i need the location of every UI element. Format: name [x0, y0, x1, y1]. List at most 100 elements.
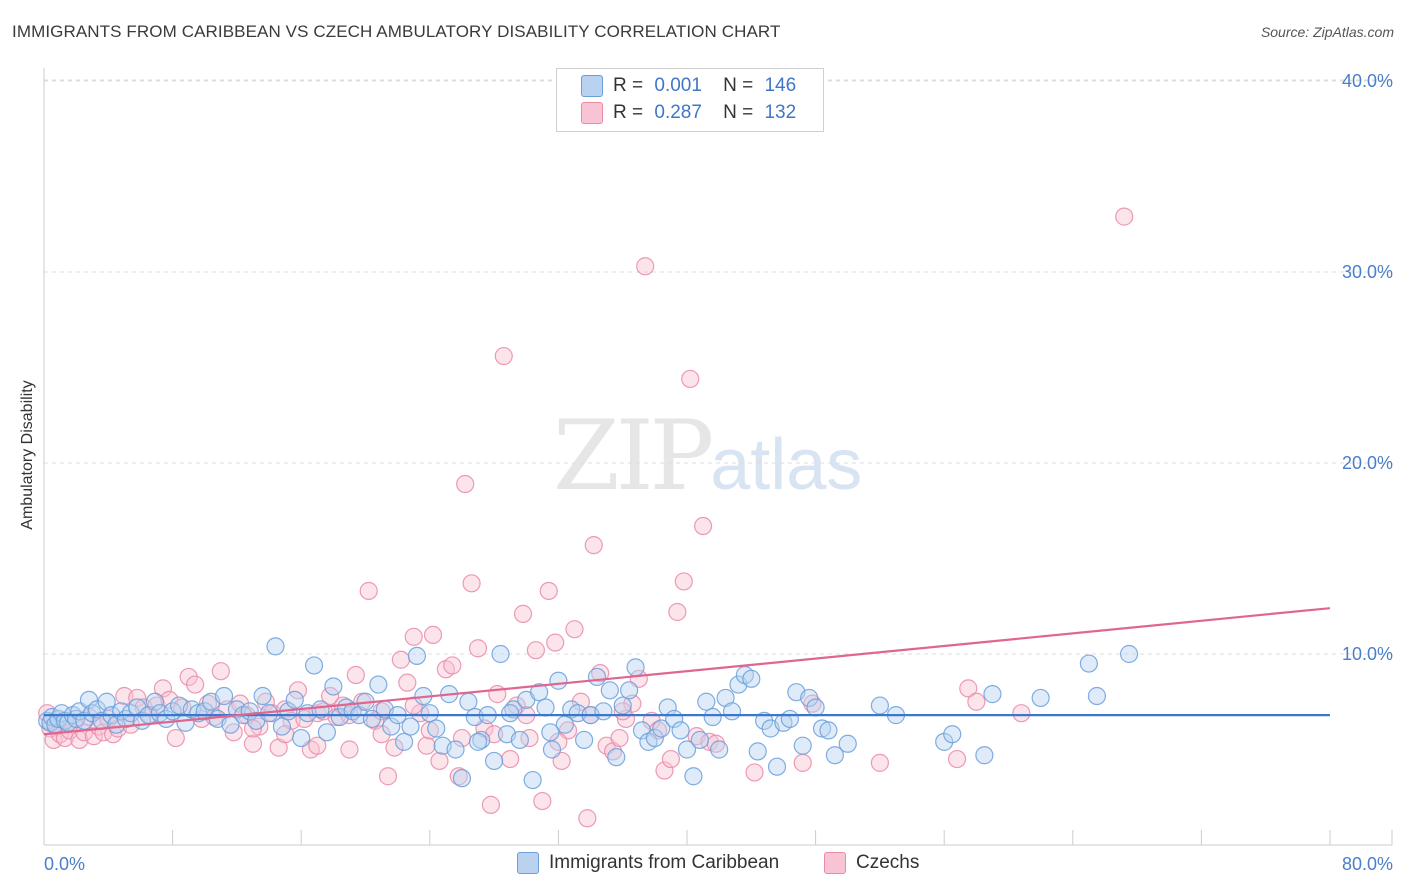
y-tick-label: 10.0% [1342, 644, 1393, 664]
point-caribbean [530, 683, 549, 702]
point-caribbean [975, 746, 994, 765]
legend-n-label: N = [723, 75, 754, 97]
point-czech [372, 725, 391, 744]
point-caribbean [983, 685, 1002, 704]
point-caribbean [317, 723, 337, 742]
point-caribbean [755, 711, 774, 730]
bottom-legend-caribbean[interactable]: Immigrants from Caribbean [517, 852, 779, 874]
point-czech [166, 728, 185, 748]
point-caribbean [266, 637, 285, 656]
point-caribbean [838, 734, 857, 753]
point-czech [745, 763, 764, 782]
point-caribbean [145, 692, 165, 711]
chart-title: IMMIGRANTS FROM CARIBBEAN VS CZECH AMBUL… [12, 22, 781, 41]
point-czech [636, 257, 655, 276]
point-czech [443, 656, 462, 675]
point-czech [321, 686, 340, 706]
legend-row-czech: R = 0.287 N = 132 [581, 102, 796, 126]
y-tick-label: 30.0% [1342, 262, 1393, 282]
point-caribbean [407, 646, 427, 666]
legend-row-caribbean: R = 0.001 N = 146 [581, 75, 796, 99]
point-czech [153, 679, 173, 698]
point-czech [378, 767, 398, 786]
point-caribbean [446, 740, 465, 759]
legend-r-label: R = [613, 75, 644, 97]
point-czech [947, 749, 967, 769]
point-czech [423, 625, 443, 645]
point-caribbean [575, 730, 594, 750]
point-czech [584, 536, 603, 555]
point-caribbean [870, 696, 890, 715]
point-caribbean [214, 686, 234, 706]
point-caribbean [491, 644, 510, 664]
point-caribbean [324, 677, 343, 696]
point-caribbean [97, 692, 116, 711]
y-tick-label: 40.0% [1342, 71, 1393, 91]
point-caribbean [304, 656, 324, 675]
point-caribbean [620, 681, 639, 700]
bottom-legend-czech[interactable]: Czechs [824, 852, 919, 874]
point-czech [456, 474, 475, 494]
point-czech [308, 736, 327, 755]
point-czech [243, 734, 263, 753]
point-caribbean [1031, 688, 1050, 708]
point-czech [539, 581, 558, 601]
point-czech [391, 650, 410, 669]
point-caribbean [459, 692, 478, 711]
point-czech [385, 738, 404, 757]
point-caribbean [600, 681, 619, 700]
point-caribbean [587, 667, 607, 687]
point-czech [959, 679, 978, 698]
watermark-zip: ZIP [553, 400, 714, 512]
legend-r-value-czech: 0.287 [654, 102, 702, 124]
legend-r-value-caribbean: 0.001 [654, 75, 702, 97]
point-czech [462, 574, 481, 593]
point-czech [398, 673, 417, 692]
point-caribbean [812, 719, 832, 738]
point-caribbean [285, 690, 304, 709]
point-czech [179, 667, 198, 687]
point-czech [870, 753, 890, 772]
point-caribbean [767, 757, 787, 776]
point-caribbean [1119, 644, 1139, 664]
point-caribbean [292, 728, 311, 748]
point-czech [1012, 704, 1031, 723]
point-caribbean [825, 746, 844, 765]
point-czech [84, 727, 103, 746]
point-caribbean [626, 658, 645, 677]
point-caribbean [722, 702, 742, 721]
point-caribbean [703, 707, 722, 727]
point-caribbean [369, 675, 388, 694]
point-czech [1115, 207, 1134, 226]
point-caribbean [645, 728, 664, 748]
watermark: ZIPatlas [553, 400, 862, 512]
point-czech [494, 346, 513, 366]
point-czech [231, 694, 250, 713]
point-caribbean [382, 717, 401, 736]
point-czech [449, 767, 468, 786]
x-tick-label: 80.0% [1342, 854, 1393, 874]
point-caribbean [806, 698, 825, 717]
point-czech [186, 675, 205, 694]
point-czech [526, 641, 545, 660]
point-czech [693, 516, 713, 536]
point-caribbean [253, 686, 272, 706]
point-czech [967, 692, 986, 711]
bottom-legend-label-caribbean: Immigrants from Caribbean [549, 852, 780, 874]
point-czech [674, 572, 693, 591]
point-caribbean [501, 704, 520, 723]
point-czech [288, 681, 308, 700]
point-czech [250, 717, 269, 736]
legend-n-value-czech: 132 [764, 102, 797, 124]
point-caribbean [943, 725, 962, 744]
point-czech [256, 692, 275, 711]
point-caribbean [742, 669, 761, 688]
point-caribbean [485, 751, 504, 771]
point-czech [655, 761, 674, 780]
point-czech [411, 704, 430, 723]
point-czech [642, 711, 661, 730]
point-caribbean [671, 721, 690, 740]
point-czech [404, 627, 423, 646]
point-caribbean [748, 742, 767, 761]
point-caribbean [468, 732, 488, 751]
